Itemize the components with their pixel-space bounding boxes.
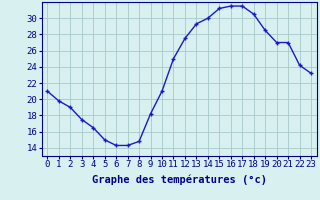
X-axis label: Graphe des températures (°c): Graphe des températures (°c)	[92, 175, 267, 185]
